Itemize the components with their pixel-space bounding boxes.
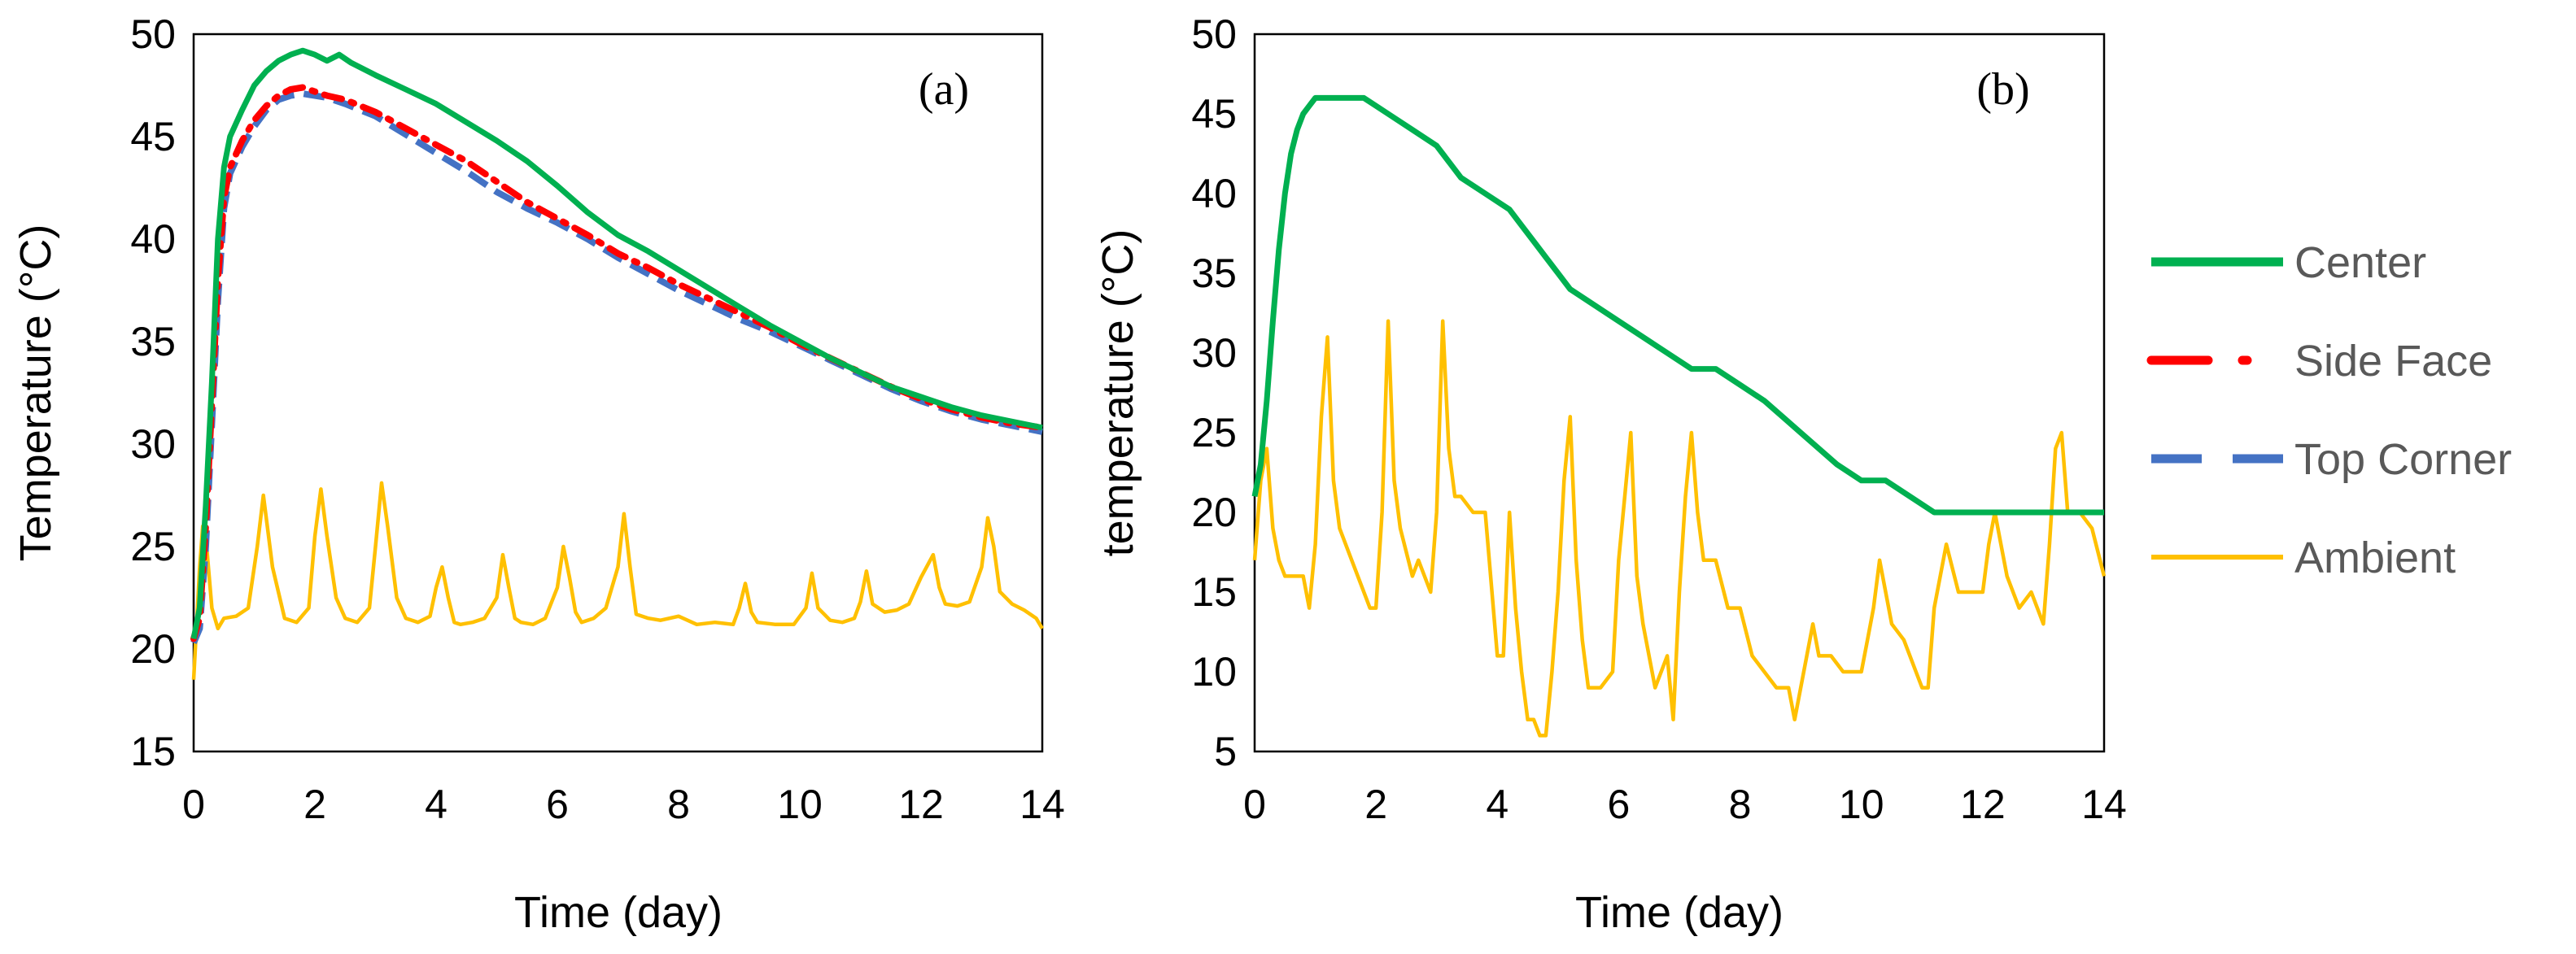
x-tick-label-b-6: 12 bbox=[1960, 782, 2006, 827]
x-tick-label-b-0: 0 bbox=[1243, 782, 1266, 827]
y-tick-label-b-4: 25 bbox=[1191, 410, 1237, 455]
series-layer-b bbox=[1251, 94, 2107, 738]
y-tick-label-a-1: 20 bbox=[130, 626, 176, 672]
y-tick-label-b-5: 30 bbox=[1191, 330, 1237, 376]
series-line-ambient-a bbox=[191, 481, 1044, 680]
x-tick-label-a-6: 12 bbox=[898, 782, 944, 827]
y-tick-label-a-0: 15 bbox=[130, 729, 176, 774]
x-ticks-a: 0 2 4 6 8 10 12 14 bbox=[182, 782, 1065, 827]
legend-label-side-face: Side Face bbox=[2294, 337, 2492, 386]
series-line-center-b bbox=[1251, 94, 2104, 516]
chart-panel-a: 15 20 25 30 35 40 45 50 0 2 4 6 8 10 12 14 (a) Time (d… bbox=[11, 11, 1065, 937]
series-line-ambient-b bbox=[1252, 319, 2107, 738]
y-tick-label-a-2: 25 bbox=[130, 524, 176, 569]
x-tick-label-a-5: 10 bbox=[777, 782, 823, 827]
y-tick-label-b-2: 15 bbox=[1191, 569, 1237, 615]
y-axis-label-a: Temperature (°C) bbox=[11, 224, 60, 562]
x-tick-label-a-1: 2 bbox=[303, 782, 326, 827]
y-tick-label-b-9: 50 bbox=[1191, 11, 1237, 57]
y-tick-label-b-6: 35 bbox=[1191, 250, 1237, 296]
y-ticks-a: 15 20 25 30 35 40 45 50 bbox=[130, 11, 176, 774]
y-tick-label-a-4: 35 bbox=[130, 319, 176, 364]
x-tick-label-a-0: 0 bbox=[182, 782, 205, 827]
x-tick-label-b-3: 6 bbox=[1608, 782, 1631, 827]
y-tick-label-b-0: 5 bbox=[1214, 729, 1237, 774]
x-tick-label-a-7: 14 bbox=[1019, 782, 1065, 827]
x-tick-label-a-2: 4 bbox=[425, 782, 448, 827]
y-axis-label-b: temperature (°C) bbox=[1094, 229, 1142, 557]
y-tick-label-a-5: 40 bbox=[130, 216, 176, 262]
legend-label-ambient: Ambient bbox=[2294, 534, 2456, 582]
legend: Center Side Face Top Corner Ambient bbox=[2146, 238, 2512, 582]
x-tick-label-b-4: 8 bbox=[1729, 782, 1752, 827]
legend-label-top-corner: Top Corner bbox=[2294, 435, 2512, 484]
x-tick-label-b-7: 14 bbox=[2081, 782, 2127, 827]
plot-area-a bbox=[192, 33, 1044, 753]
plot-area-b bbox=[1253, 33, 2106, 753]
x-axis-label-a: Time (day) bbox=[514, 888, 723, 937]
panel-label-a: (a) bbox=[919, 64, 969, 115]
x-ticks-b: 0 2 4 6 8 10 12 14 bbox=[1243, 782, 2127, 827]
chart-panel-b: 5 10 15 20 25 30 35 40 45 50 0 2 4 6 8 10 12 14 (b) Time… bbox=[1094, 11, 2127, 937]
y-tick-label-a-3: 30 bbox=[130, 421, 176, 467]
x-tick-label-b-5: 10 bbox=[1839, 782, 1884, 827]
y-tick-label-b-1: 10 bbox=[1191, 649, 1237, 695]
x-tick-label-a-4: 8 bbox=[667, 782, 690, 827]
panel-label-b: (b) bbox=[1976, 64, 2029, 115]
y-ticks-b: 5 10 15 20 25 30 35 40 45 50 bbox=[1191, 11, 1237, 774]
y-tick-label-a-7: 50 bbox=[130, 11, 176, 57]
x-axis-label-b: Time (day) bbox=[1575, 888, 1784, 937]
y-tick-label-b-8: 45 bbox=[1191, 91, 1237, 137]
y-tick-label-b-7: 40 bbox=[1191, 171, 1237, 216]
series-line-center-a bbox=[190, 47, 1043, 640]
x-tick-label-b-1: 2 bbox=[1364, 782, 1387, 827]
x-tick-label-a-3: 6 bbox=[546, 782, 569, 827]
y-tick-label-a-6: 45 bbox=[130, 114, 176, 159]
series-layer-a bbox=[190, 47, 1046, 680]
x-tick-label-b-2: 4 bbox=[1486, 782, 1508, 827]
legend-label-center: Center bbox=[2294, 238, 2426, 287]
y-tick-label-b-3: 20 bbox=[1191, 490, 1237, 535]
